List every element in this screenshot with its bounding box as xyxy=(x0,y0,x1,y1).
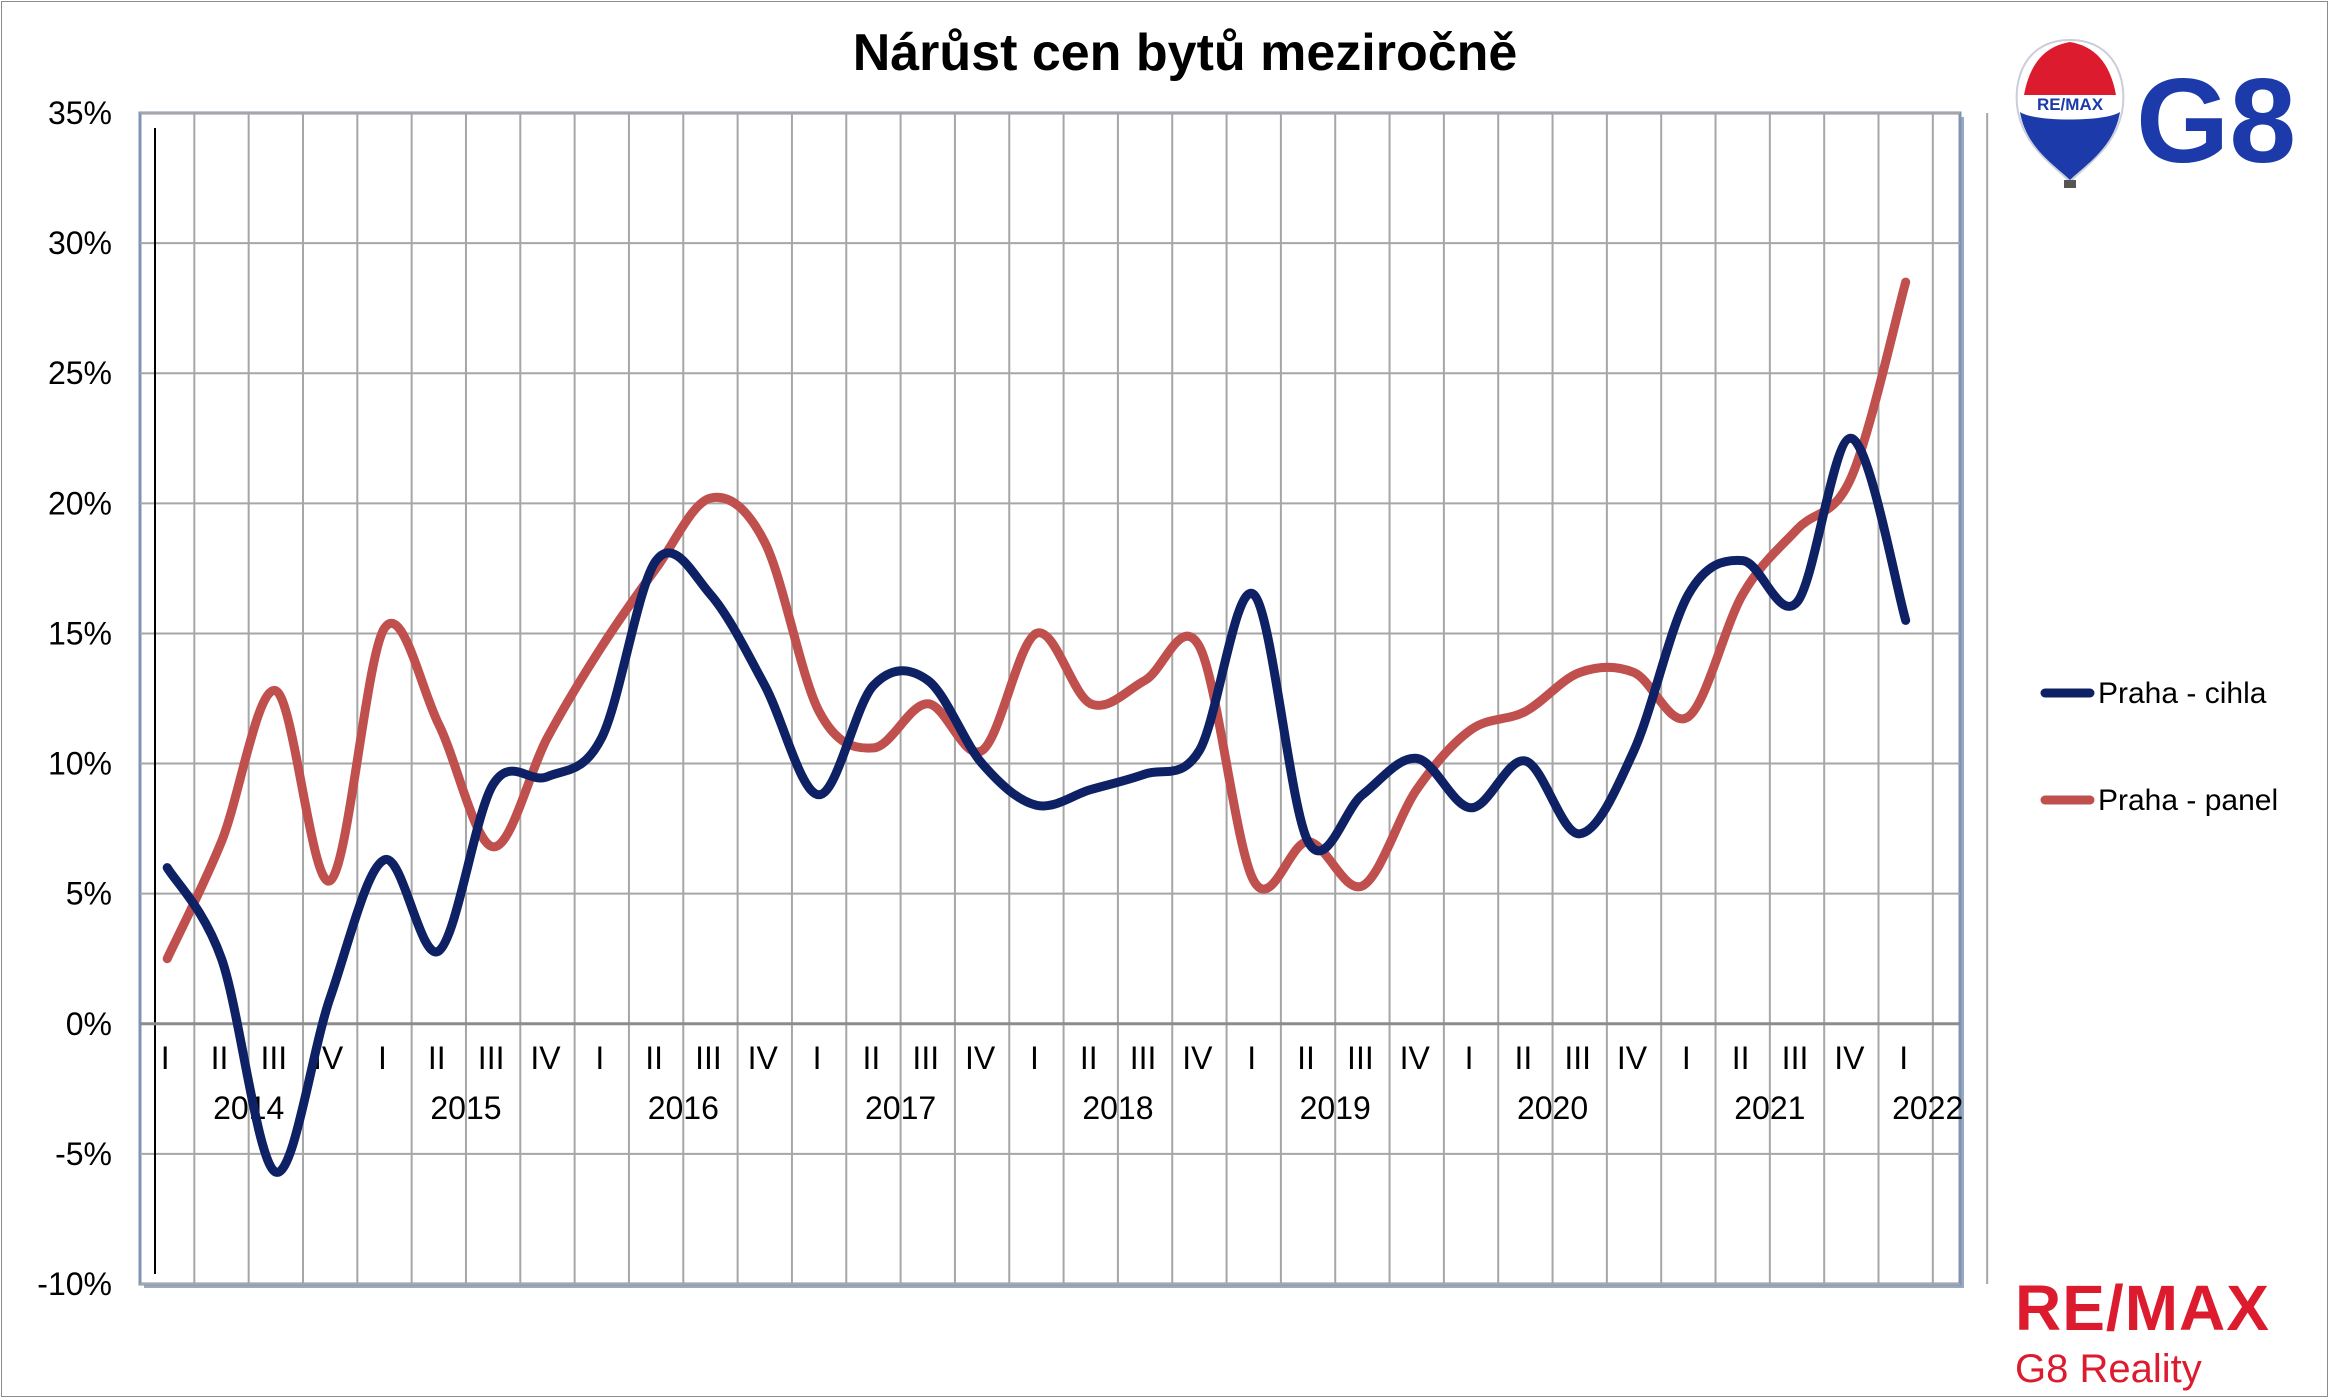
year-label: 2019 xyxy=(1300,1090,1371,1126)
quarter-label: II xyxy=(1080,1040,1098,1076)
quarter-label: II xyxy=(428,1040,446,1076)
chart-title: Nárůst cen bytů meziročně xyxy=(853,24,1518,82)
year-label: 2020 xyxy=(1517,1090,1588,1126)
year-label: 2015 xyxy=(430,1090,501,1126)
quarter-label: III xyxy=(695,1040,722,1076)
year-label: 2016 xyxy=(648,1090,719,1126)
quarter-label: II xyxy=(1514,1040,1532,1076)
y-tick-label: 10% xyxy=(48,746,112,782)
y-tick-label: 25% xyxy=(48,355,112,391)
balloon-text: RE/MAX xyxy=(2037,95,2104,114)
year-label: 2017 xyxy=(865,1090,936,1126)
quarter-label: II xyxy=(211,1040,229,1076)
quarter-label: III xyxy=(478,1040,505,1076)
quarter-label: IV xyxy=(1834,1040,1865,1076)
series-lines xyxy=(162,277,1911,1177)
quarter-label: IV xyxy=(1182,1040,1213,1076)
quarter-label: II xyxy=(1732,1040,1750,1076)
quarter-label: III xyxy=(1130,1040,1157,1076)
quarter-label: I xyxy=(161,1040,170,1076)
remax-g8-reality-logo: RE/MAX G8 Reality xyxy=(2015,1272,2270,1391)
year-label: 2018 xyxy=(1082,1090,1153,1126)
quarter-label: IV xyxy=(965,1040,996,1076)
quarter-label: III xyxy=(1782,1040,1809,1076)
quarter-label: II xyxy=(863,1040,881,1076)
year-label: 2021 xyxy=(1734,1090,1805,1126)
legend: Praha - cihla Praha - panel xyxy=(2040,677,2278,817)
x-axis-ticks: I II III IV I II III IV I II III IV I II III IV I II III IV… xyxy=(161,1040,1964,1126)
quarter-label: I xyxy=(378,1040,387,1076)
quarter-label: III xyxy=(260,1040,287,1076)
quarter-label: IV xyxy=(748,1040,779,1076)
remax-wordmark: RE/MAX xyxy=(2015,1272,2270,1344)
y-tick-label: 0% xyxy=(66,1006,112,1042)
quarter-label: II xyxy=(1297,1040,1315,1076)
y-tick-label: -10% xyxy=(37,1266,112,1302)
series-line-praha-panel xyxy=(162,277,1911,964)
quarter-label: III xyxy=(1347,1040,1374,1076)
y-tick-label: 20% xyxy=(48,485,112,521)
remax-g8-logo: RE/MAX G8 xyxy=(2015,38,2296,188)
quarter-label: I xyxy=(1247,1040,1256,1076)
y-tick-label: 15% xyxy=(48,615,112,651)
y-axis-ticks: -10% -5% 0% 5% 10% 15% 20% 25% 30% 35% xyxy=(37,95,112,1302)
quarter-label: IV xyxy=(1617,1040,1648,1076)
quarter-label: II xyxy=(645,1040,663,1076)
y-tick-label: 5% xyxy=(66,876,112,912)
quarter-label: I xyxy=(1465,1040,1474,1076)
legend-label-panel: Praha - panel xyxy=(2098,784,2278,817)
legend-label-cihla: Praha - cihla xyxy=(2098,677,2267,710)
plot-area-shadow xyxy=(138,111,1964,1288)
y-tick-label: -5% xyxy=(55,1136,112,1172)
year-label: 2022 xyxy=(1892,1090,1963,1126)
quarter-label: IV xyxy=(530,1040,561,1076)
y-tick-label: 35% xyxy=(48,95,112,131)
y-tick-label: 30% xyxy=(48,225,112,261)
quarter-label: I xyxy=(1682,1040,1691,1076)
quarter-label: I xyxy=(1899,1040,1908,1076)
series-line-praha-cihla xyxy=(162,433,1911,1177)
quarter-label: I xyxy=(595,1040,604,1076)
quarter-label: III xyxy=(1564,1040,1591,1076)
g8-logo-text: G8 xyxy=(2136,54,2296,188)
plot-area xyxy=(138,111,1962,1286)
quarter-label: III xyxy=(912,1040,939,1076)
balloon-icon: RE/MAX xyxy=(2015,38,2125,188)
quarter-label: I xyxy=(813,1040,822,1076)
g8-reality-text: G8 Reality xyxy=(2015,1347,2202,1391)
quarter-label: I xyxy=(1030,1040,1039,1076)
quarter-label: IV xyxy=(1400,1040,1431,1076)
